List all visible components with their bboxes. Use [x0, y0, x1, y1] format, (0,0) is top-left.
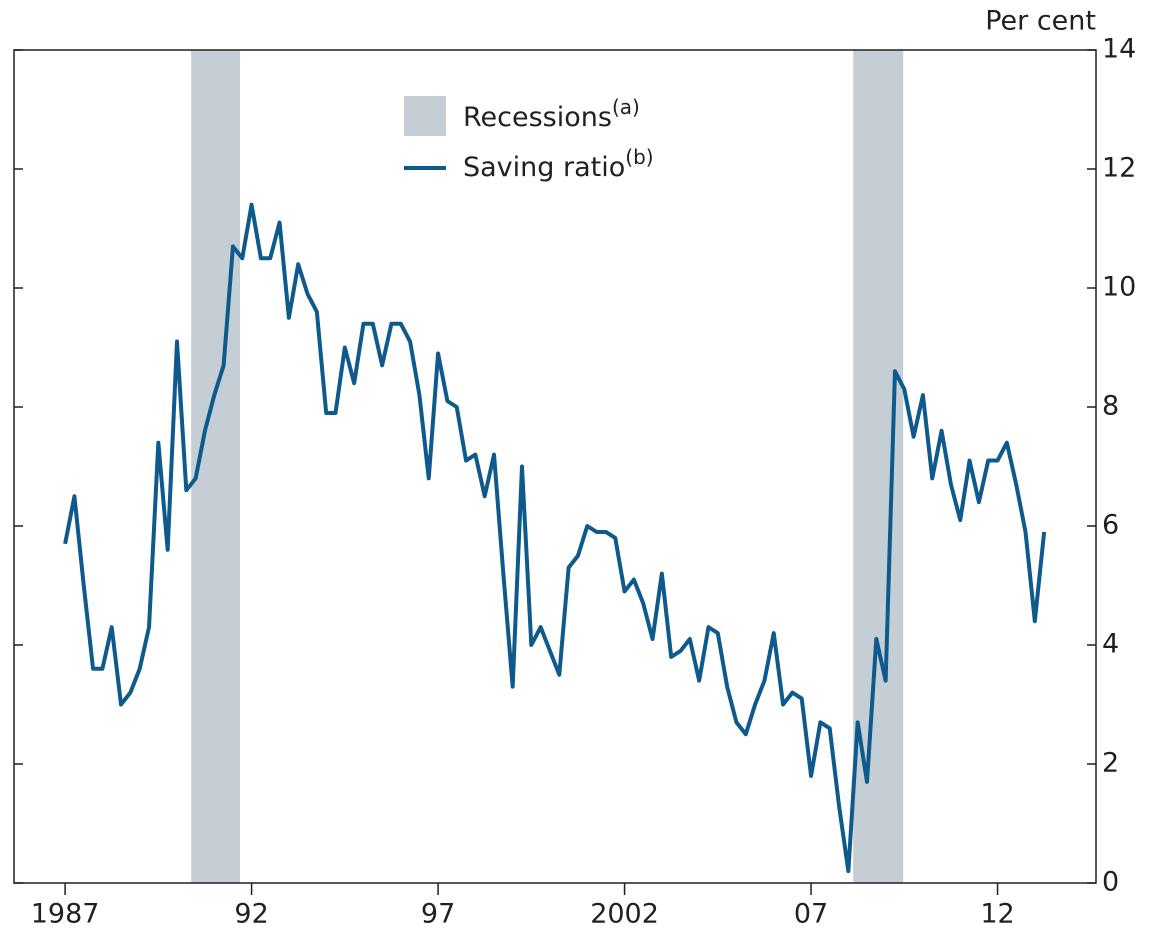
series-line	[63, 202, 1047, 874]
y-tick-label: 0	[1102, 867, 1119, 898]
legend-note: (a)	[612, 95, 640, 119]
y-tick-label: 4	[1102, 629, 1119, 660]
x-tick-label: 12	[980, 899, 1014, 930]
x-tick-label: 2002	[590, 899, 659, 930]
x-tick-label: 97	[421, 899, 455, 930]
legend-label: Saving ratio(b)	[463, 145, 654, 183]
x-tick-label: 07	[794, 899, 828, 930]
y-tick-label: 8	[1102, 391, 1119, 422]
y-tick-label: 14	[1102, 34, 1136, 65]
x-tick-label: 92	[234, 899, 268, 930]
x-tick-label: 1987	[31, 899, 100, 930]
legend-text: Saving ratio	[463, 152, 625, 183]
legend-note: (b)	[625, 145, 653, 169]
y-tick-label: 10	[1102, 272, 1136, 303]
legend-text: Recessions	[463, 102, 612, 133]
plot-frame	[13, 49, 1097, 884]
y-tick-label: 6	[1102, 510, 1119, 541]
y-tick-label: 2	[1102, 748, 1119, 779]
y-tick-label: 12	[1102, 153, 1136, 184]
y-axis-label: Per cent	[985, 6, 1096, 37]
recession-band	[853, 50, 904, 883]
legend-swatch-recessions	[404, 96, 446, 136]
legend-label: Recessions(a)	[463, 95, 640, 133]
